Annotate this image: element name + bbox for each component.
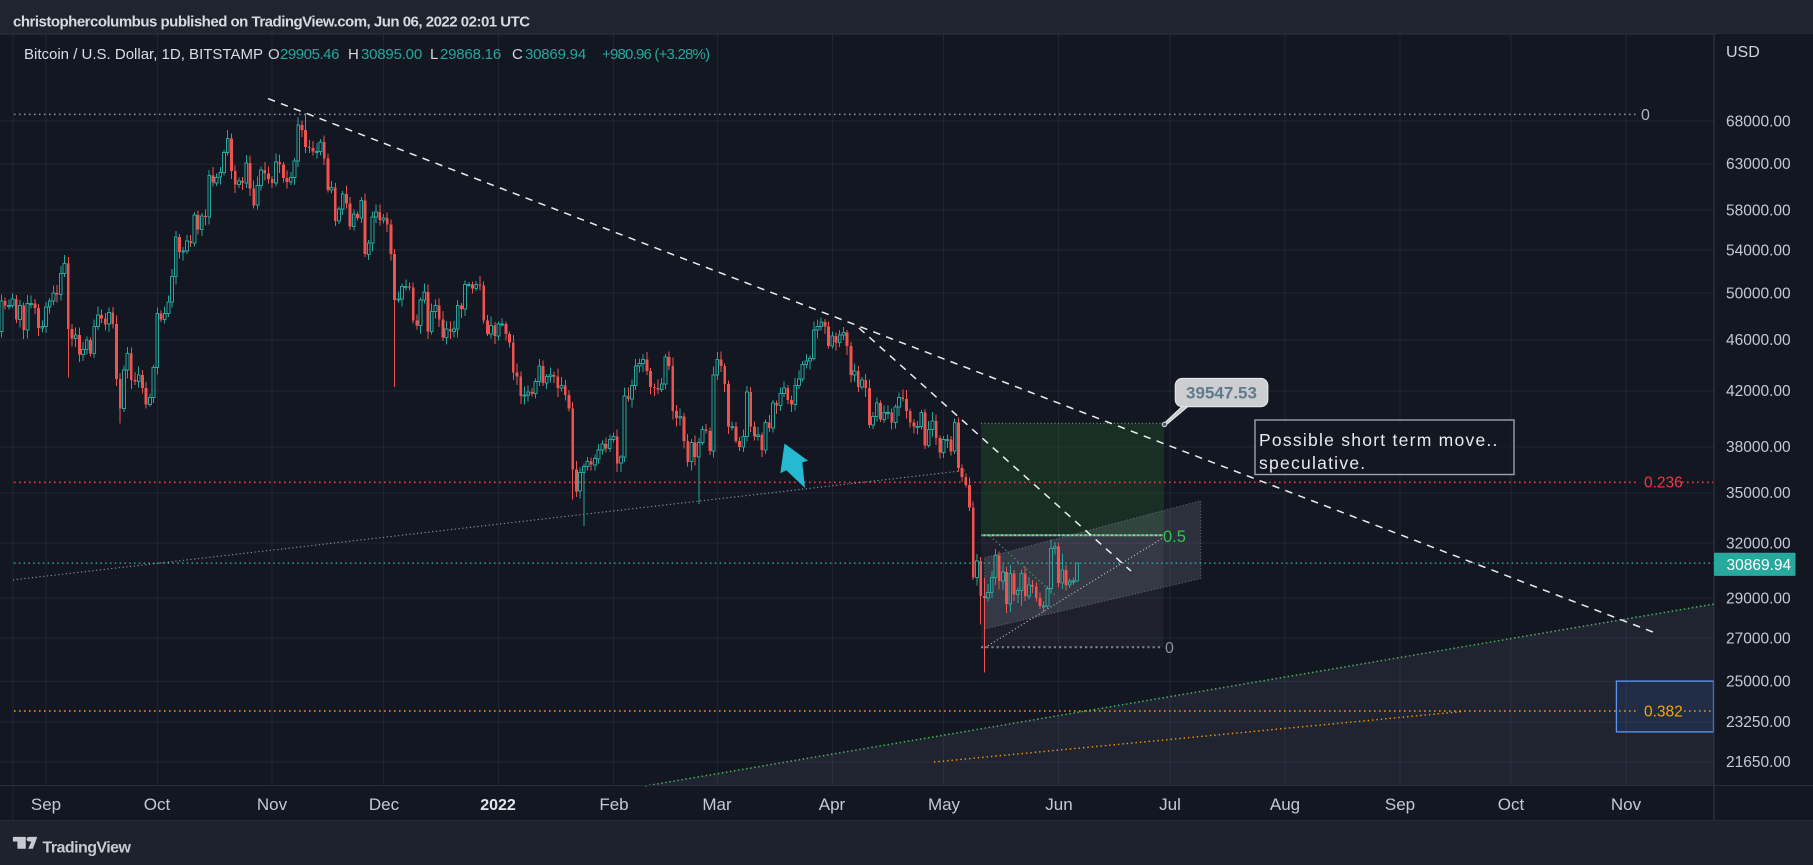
svg-text:Sep: Sep bbox=[1385, 795, 1415, 814]
svg-text:39547.53: 39547.53 bbox=[1186, 384, 1257, 403]
svg-text:Jun: Jun bbox=[1045, 795, 1072, 814]
svg-text:Jul: Jul bbox=[1159, 795, 1181, 814]
svg-text:27000.00: 27000.00 bbox=[1726, 631, 1791, 648]
svg-text:Sep: Sep bbox=[31, 795, 61, 814]
svg-text:Nov: Nov bbox=[257, 795, 288, 814]
svg-text:May: May bbox=[928, 795, 961, 814]
svg-text:Possible short term move..: Possible short term move.. bbox=[1259, 430, 1499, 450]
svg-text:christophercolumbus published: christophercolumbus published on Trading… bbox=[13, 14, 530, 31]
svg-text:Aug: Aug bbox=[1270, 795, 1300, 814]
svg-text:+980.96 (+3.28%): +980.96 (+3.28%) bbox=[602, 46, 710, 63]
svg-text:TradingView: TradingView bbox=[43, 840, 132, 857]
svg-text:68000.00: 68000.00 bbox=[1726, 113, 1791, 130]
svg-text:speculative.: speculative. bbox=[1259, 453, 1366, 473]
svg-text:L: L bbox=[430, 46, 438, 63]
svg-text:30869.94: 30869.94 bbox=[1727, 557, 1792, 574]
svg-text:Dec: Dec bbox=[369, 795, 400, 814]
svg-text:Oct: Oct bbox=[1498, 795, 1525, 814]
svg-text:2022: 2022 bbox=[480, 797, 516, 814]
svg-text:0: 0 bbox=[1641, 107, 1650, 124]
svg-text:63000.00: 63000.00 bbox=[1726, 156, 1791, 173]
svg-text:O: O bbox=[268, 46, 279, 63]
svg-text:50000.00: 50000.00 bbox=[1726, 286, 1791, 303]
svg-text:29868.16: 29868.16 bbox=[440, 46, 501, 63]
svg-text:46000.00: 46000.00 bbox=[1726, 332, 1791, 349]
svg-text:Nov: Nov bbox=[1611, 795, 1642, 814]
svg-text:29905.46: 29905.46 bbox=[280, 46, 339, 63]
svg-text:35000.00: 35000.00 bbox=[1726, 485, 1791, 502]
svg-text:Apr: Apr bbox=[819, 795, 846, 814]
svg-text:0: 0 bbox=[1165, 640, 1174, 657]
svg-text:0.5: 0.5 bbox=[1163, 528, 1186, 546]
svg-text:30895.00: 30895.00 bbox=[361, 46, 422, 63]
svg-text:0.382: 0.382 bbox=[1644, 704, 1683, 721]
svg-text:21650.00: 21650.00 bbox=[1726, 754, 1791, 771]
svg-text:38000.00: 38000.00 bbox=[1726, 439, 1791, 456]
svg-text:Bitcoin / U.S. Dollar, 1D, BIT: Bitcoin / U.S. Dollar, 1D, BITSTAMP bbox=[24, 46, 263, 63]
svg-text:23250.00: 23250.00 bbox=[1726, 714, 1791, 731]
svg-text:C: C bbox=[512, 46, 523, 63]
svg-text:32000.00: 32000.00 bbox=[1726, 535, 1791, 552]
svg-text:0.236: 0.236 bbox=[1644, 475, 1683, 492]
svg-text:29000.00: 29000.00 bbox=[1726, 591, 1791, 608]
svg-text:58000.00: 58000.00 bbox=[1726, 202, 1791, 219]
svg-text:Feb: Feb bbox=[599, 795, 628, 814]
svg-text:54000.00: 54000.00 bbox=[1726, 242, 1791, 259]
svg-text:25000.00: 25000.00 bbox=[1726, 674, 1791, 691]
svg-text:42000.00: 42000.00 bbox=[1726, 383, 1791, 400]
svg-text:30869.94: 30869.94 bbox=[525, 46, 586, 63]
svg-text:H: H bbox=[348, 46, 359, 63]
svg-text:Oct: Oct bbox=[144, 795, 171, 814]
svg-text:Mar: Mar bbox=[702, 795, 732, 814]
svg-text:USD: USD bbox=[1726, 44, 1760, 61]
